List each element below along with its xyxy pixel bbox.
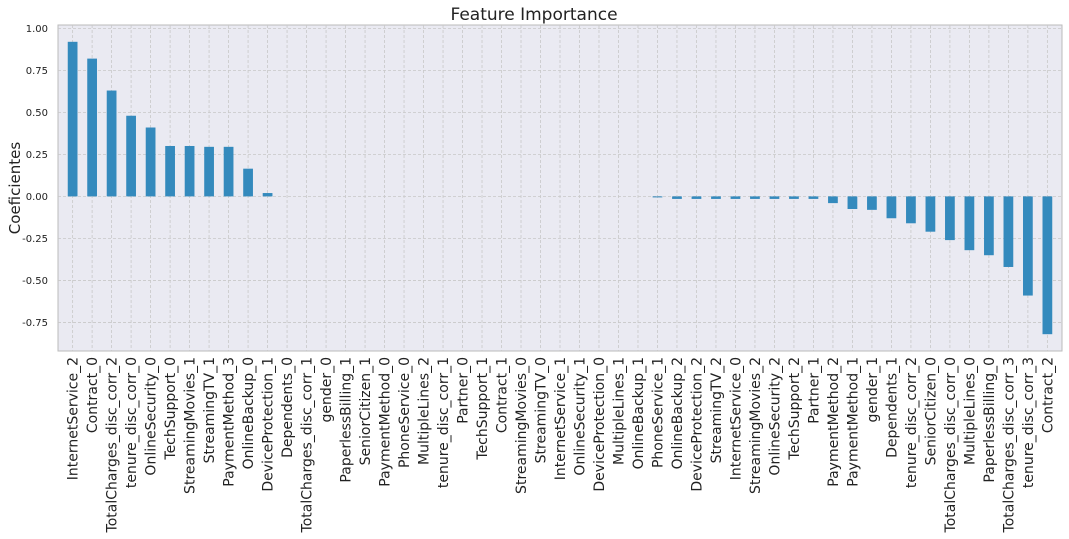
x-tick-label: MultipleLines_2	[417, 357, 433, 465]
x-tick-label: StreamingTV_0	[534, 357, 550, 463]
y-tick-label: 1.00	[26, 24, 48, 35]
x-tick-label: tenure_disc_corr_3	[1021, 357, 1037, 488]
bar-StreamingMovies_2	[750, 196, 760, 199]
x-tick-label: DeviceProtection_0	[592, 357, 608, 492]
bar-DeviceProtection_1	[262, 193, 273, 197]
bar-SeniorCitizen_0	[925, 196, 936, 232]
x-tick-label: TotalCharges_disc_corr_1	[300, 357, 316, 533]
bar-InternetService_2	[67, 41, 78, 197]
bar-TechSupport_2	[789, 196, 799, 199]
bar-OnlineBackup_0	[243, 168, 253, 197]
x-tick-label: Dependents_0	[280, 357, 296, 458]
x-tick-label: TotalCharges_disc_corr_0	[943, 357, 959, 533]
x-tick-label: Contract_1	[495, 357, 511, 433]
y-tick-label: 0.75	[26, 66, 48, 77]
x-tick-label: tenure_disc_corr_0	[124, 357, 140, 488]
bar-gender_1	[867, 196, 877, 210]
x-tick-label: PaperlessBilling_0	[982, 357, 998, 483]
y-tick-label: -0.25	[22, 234, 48, 245]
bar-TotalCharges_disc_corr_3	[1003, 196, 1014, 267]
x-tick-label: SeniorCitizen_1	[358, 357, 374, 465]
x-tick-label: MultipleLines_1	[611, 357, 627, 465]
bar-InternetService_0	[730, 196, 741, 199]
x-tick-label: StreamingMovies_1	[183, 357, 199, 494]
bar-PaymentMethod_2	[828, 196, 838, 204]
x-tick-label: gender_0	[319, 357, 335, 423]
y-tick-labels: -0.75 -0.50 -0.25 0.00 0.25 0.50 0.75 1.00	[22, 24, 48, 329]
x-tick-label: TechSupport_0	[163, 357, 179, 461]
x-tick-label: Contract_0	[85, 357, 101, 433]
x-tick-label: OnlineBackup_1	[631, 357, 647, 469]
x-tick-label: StreamingTV_1	[202, 357, 218, 463]
x-tick-label: StreamingMovies_2	[748, 357, 764, 494]
x-tick-label: SeniorCitizen_0	[923, 357, 939, 465]
x-tick-label: gender_1	[865, 357, 881, 423]
bar-StreamingMovies_1	[184, 145, 195, 197]
bars	[67, 41, 1053, 335]
x-tick-label: tenure_disc_corr_1	[436, 357, 452, 488]
x-tick-label: StreamingTV_2	[709, 357, 725, 463]
x-tick-label: TotalCharges_disc_corr_3	[1001, 357, 1017, 533]
x-tick-label: Contract_2	[1040, 357, 1056, 433]
x-tick-label: OnlineSecurity_1	[572, 357, 588, 476]
x-tick-label: PhoneService_1	[650, 357, 666, 468]
x-tick-label: PaymentMethod_3	[222, 357, 238, 487]
bar-PaymentMethod_3	[223, 146, 234, 197]
x-tick-label: InternetService_1	[553, 357, 569, 480]
chart-title: Feature Importance	[450, 5, 617, 25]
bar-OnlineSecurity_0	[145, 127, 156, 197]
y-axis-label: Coeficientes	[6, 142, 24, 235]
x-tick-label: InternetService_2	[66, 357, 82, 480]
x-tick-labels: InternetService_2 Contract_0 TotalCharges_…	[66, 357, 1057, 533]
x-tick-label: TechSupport_2	[787, 357, 803, 461]
y-tick-label: -0.75	[22, 318, 48, 329]
bar-PhoneService_1	[652, 196, 663, 198]
bar-Partner_1	[808, 196, 819, 199]
bar-Dependents_1	[886, 196, 897, 219]
x-tick-label: PaperlessBilling_1	[339, 357, 355, 483]
bar-TotalCharges_disc_corr_0	[945, 196, 955, 241]
x-tick-label: DeviceProtection_1	[261, 357, 277, 492]
x-tick-label: TechSupport_1	[475, 357, 491, 461]
x-tick-label: InternetService_0	[728, 357, 744, 480]
bar-OnlineSecurity_2	[769, 196, 780, 199]
bar-MultipleLines_0	[964, 196, 975, 251]
x-tick-label: DeviceProtection_2	[689, 357, 705, 492]
bar-Contract_0	[87, 58, 97, 197]
bar-tenure_disc_corr_3	[1023, 196, 1033, 296]
bar-PaymentMethod_1	[847, 196, 858, 210]
y-tick-label: -0.50	[22, 276, 48, 287]
y-tick-label: 0.25	[26, 150, 48, 161]
y-tick-label: 0.00	[26, 192, 48, 203]
bar-PaperlessBilling_0	[984, 196, 994, 256]
bar-tenure_disc_corr_2	[906, 196, 916, 224]
x-tick-label: MultipleLines_0	[962, 357, 978, 465]
x-tick-label: PhoneService_0	[397, 357, 413, 468]
x-tick-label: OnlineBackup_0	[241, 357, 257, 469]
x-tick-label: PaymentMethod_2	[826, 357, 842, 487]
x-tick-label: OnlineSecurity_0	[144, 357, 160, 476]
bar-TechSupport_0	[165, 145, 175, 197]
bar-tenure_disc_corr_0	[126, 115, 136, 197]
bar-Contract_2	[1042, 196, 1053, 335]
x-tick-label: Partner_0	[456, 357, 472, 424]
x-tick-label: OnlineSecurity_2	[767, 357, 783, 476]
bar-DeviceProtection_2	[691, 196, 702, 199]
bar-OnlineBackup_2	[672, 196, 682, 199]
y-tick-label: 0.50	[26, 108, 48, 119]
x-tick-label: tenure_disc_corr_2	[904, 357, 920, 488]
x-tick-label: PaymentMethod_1	[845, 357, 861, 487]
x-tick-label: OnlineBackup_2	[670, 357, 686, 469]
x-tick-label: PaymentMethod_0	[378, 357, 394, 487]
bar-TotalCharges_disc_corr_2	[106, 90, 117, 197]
x-tick-label: Dependents_1	[884, 357, 900, 458]
x-tick-label: StreamingMovies_0	[514, 357, 530, 494]
bar-StreamingTV_1	[204, 146, 214, 197]
x-tick-label: Partner_1	[806, 357, 822, 424]
bar-StreamingTV_2	[711, 196, 721, 199]
x-tick-label: TotalCharges_disc_corr_2	[105, 357, 121, 533]
